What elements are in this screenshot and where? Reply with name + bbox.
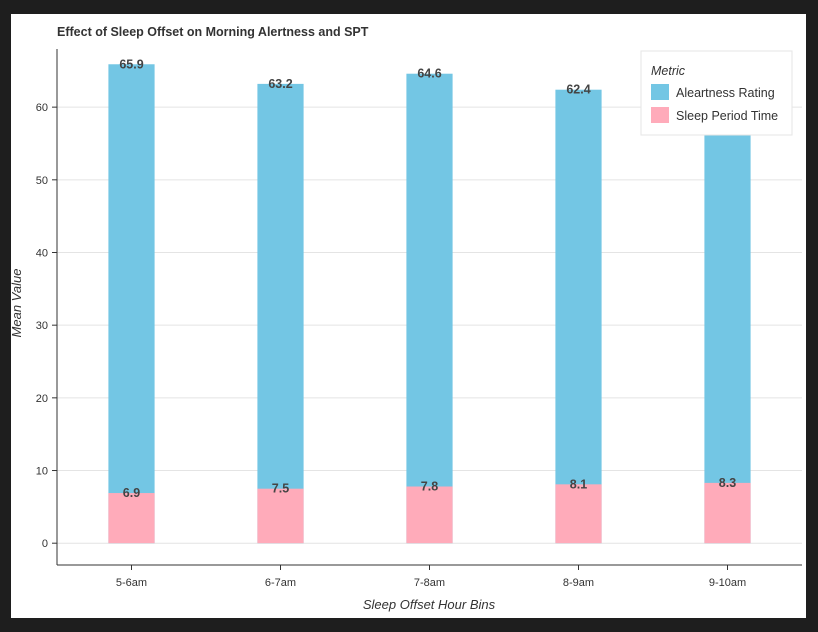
y-tick-label: 50 [36, 175, 48, 187]
y-axis-label: Mean Value [11, 269, 24, 338]
legend-item-alertness: Aleartness Rating [676, 86, 775, 100]
bar-aleartness-rating [555, 89, 602, 544]
data-label-sleep-period-time: 7.8 [421, 480, 438, 494]
x-tick-label: 5-6am [116, 577, 147, 589]
y-tick-label: 20 [36, 393, 48, 405]
bar-sleep-period-time [108, 493, 155, 544]
bar-sleep-period-time [555, 484, 602, 544]
data-label-aleartness-rating: 64.6 [417, 67, 441, 81]
x-tick-label: 9-10am [709, 577, 746, 589]
bar-sleep-period-time [704, 482, 751, 544]
x-axis-ticks: 5-6am 6-7am 7-8am 8-9am 9-10am [116, 565, 746, 589]
data-label-aleartness-rating: 65.9 [119, 57, 143, 71]
data-label-sleep-period-time: 8.3 [719, 476, 736, 490]
data-label-aleartness-rating: 63.2 [268, 77, 292, 91]
y-tick-label: 0 [42, 538, 48, 550]
y-tick-label: 60 [36, 102, 48, 114]
y-tick-label: 40 [36, 247, 48, 259]
y-tick-label: 10 [36, 466, 48, 478]
bar-sleep-period-time [257, 488, 304, 544]
data-label-sleep-period-time: 8.1 [570, 477, 587, 491]
data-label-sleep-period-time: 7.5 [272, 482, 289, 496]
legend: Metric Aleartness Rating Sleep Period Ti… [640, 50, 793, 136]
bar-aleartness-rating [406, 73, 453, 544]
x-axis-label: Sleep Offset Hour Bins [363, 597, 496, 612]
bar-aleartness-rating [704, 96, 751, 544]
y-axis-ticks: 0 10 20 30 40 50 60 [36, 102, 57, 550]
data-label-aleartness-rating: 62.4 [566, 83, 590, 97]
legend-swatch-alertness [651, 84, 669, 100]
bar-sleep-period-time [406, 486, 453, 544]
legend-swatch-sleep-period-time [651, 107, 669, 123]
bars [108, 64, 751, 544]
x-tick-label: 8-9am [563, 577, 594, 589]
data-label-sleep-period-time: 6.9 [123, 486, 140, 500]
bar-chart: Effect of Sleep Offset on Morning Alertn… [11, 25, 802, 612]
chart-frame: Effect of Sleep Offset on Morning Alertn… [11, 14, 806, 618]
legend-item-sleep-period-time: Sleep Period Time [676, 109, 778, 123]
data-labels: 65.9 63.2 64.6 62.4 6.9 7.5 7.8 8.1 8.3 [119, 57, 736, 500]
chart-title: Effect of Sleep Offset on Morning Alertn… [57, 25, 369, 39]
y-tick-label: 30 [36, 320, 48, 332]
x-tick-label: 7-8am [414, 577, 445, 589]
bar-aleartness-rating [257, 83, 304, 544]
x-tick-label: 6-7am [265, 577, 296, 589]
legend-title: Metric [651, 64, 686, 78]
bar-aleartness-rating [108, 64, 155, 544]
